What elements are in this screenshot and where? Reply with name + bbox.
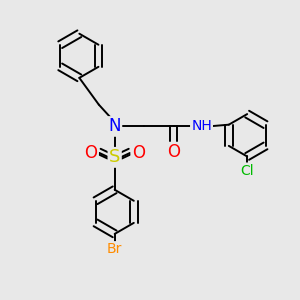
Text: Br: Br	[107, 242, 122, 256]
Text: O: O	[85, 144, 98, 162]
Text: O: O	[132, 144, 145, 162]
Text: S: S	[109, 148, 120, 166]
Text: Cl: Cl	[240, 164, 254, 178]
Text: NH: NH	[191, 119, 212, 134]
Text: N: N	[108, 117, 121, 135]
Text: O: O	[167, 143, 180, 161]
